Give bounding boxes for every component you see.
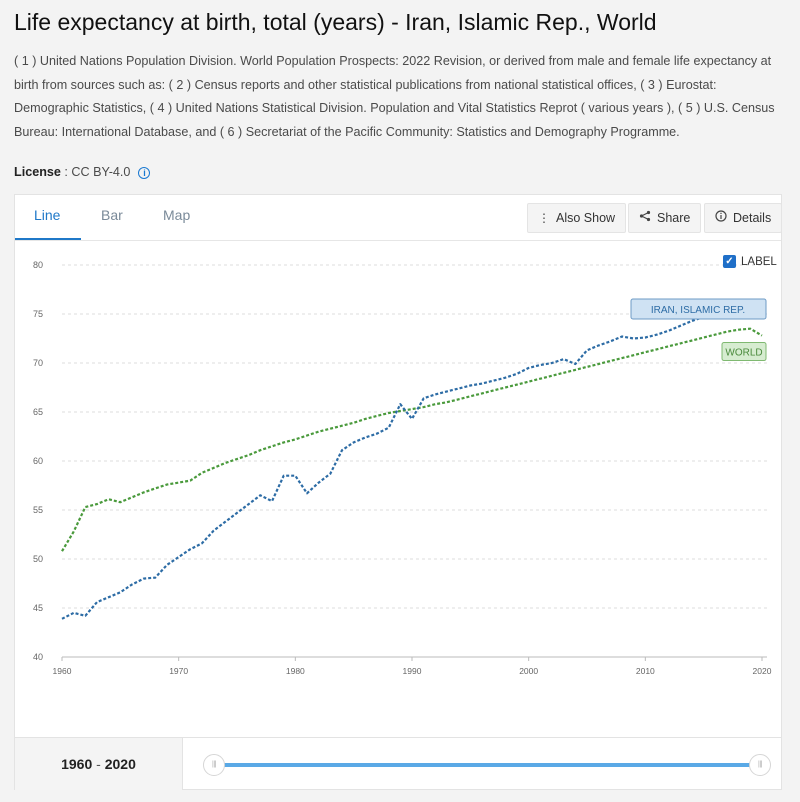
info-icon[interactable]: i bbox=[138, 167, 151, 179]
license-value: CC BY-4.0 bbox=[71, 165, 131, 179]
tab-map[interactable]: Map bbox=[163, 207, 191, 223]
iran-label-text: IRAN, ISLAMIC REP. bbox=[651, 305, 745, 316]
page-title: Life expectancy at birth, total (years) … bbox=[14, 9, 657, 35]
series-lines bbox=[61, 302, 763, 620]
vertical-dots-icon: ⋮ bbox=[538, 211, 550, 225]
range-start: 1960 bbox=[61, 756, 93, 772]
tab-bar[interactable]: Bar bbox=[101, 207, 123, 223]
y-tick-label: 70 bbox=[33, 358, 43, 368]
grid-lines bbox=[61, 264, 767, 661]
label-toggle-text: LABEL bbox=[741, 255, 777, 268]
tab-line[interactable]: Line bbox=[34, 207, 61, 223]
x-tick-label: 1980 bbox=[286, 666, 305, 676]
x-tick-label: 2020 bbox=[753, 666, 772, 676]
y-tick-label: 55 bbox=[33, 505, 43, 515]
x-tick-label: 2010 bbox=[636, 666, 655, 676]
x-tick-label: 1990 bbox=[403, 666, 422, 676]
y-tick-label: 80 bbox=[33, 260, 43, 270]
range-separator: - bbox=[92, 756, 105, 772]
range-start-handle[interactable]: ||| bbox=[203, 754, 225, 776]
license-label: License bbox=[14, 165, 61, 179]
range-footer: 1960 - 2020 ||| ||| bbox=[15, 737, 781, 790]
y-tick-labels: 40 45 50 55 60 65 70 75 80 bbox=[33, 260, 43, 662]
license-separator: : bbox=[60, 165, 72, 179]
x-tick-label: 1970 bbox=[169, 666, 188, 676]
active-tab-indicator bbox=[15, 238, 81, 240]
series-line-world bbox=[61, 327, 763, 552]
share-icon bbox=[639, 204, 651, 232]
world-label-text: WORLD bbox=[725, 348, 762, 359]
line-chart: 40 45 50 55 60 65 70 75 80 1960 1970 1980 1990 2000 2… bbox=[33, 260, 772, 676]
year-range: 1960 - 2020 bbox=[15, 738, 183, 790]
info-icon bbox=[715, 204, 727, 232]
y-tick-label: 40 bbox=[33, 652, 43, 662]
also-show-button[interactable]: ⋮ Also Show bbox=[527, 203, 627, 233]
details-button[interactable]: Details bbox=[704, 203, 783, 233]
details-label: Details bbox=[733, 211, 772, 225]
label-checkbox[interactable]: ✓ bbox=[723, 255, 736, 268]
series-line-iran bbox=[61, 302, 763, 620]
y-tick-label: 60 bbox=[33, 456, 43, 466]
source-notes: ( 1 ) United Nations Population Division… bbox=[14, 54, 775, 139]
y-tick-label: 65 bbox=[33, 407, 43, 417]
series-labels: IRAN, ISLAMIC REP. WORLD bbox=[630, 298, 767, 362]
range-slider-track[interactable] bbox=[219, 763, 763, 767]
also-show-label: Also Show bbox=[556, 211, 616, 225]
iran-label-box bbox=[630, 298, 767, 320]
range-end-handle[interactable]: ||| bbox=[749, 754, 771, 776]
chart-panel: Line Bar Map ⋮ Also Show Share Details 40… bbox=[14, 194, 783, 790]
label-toggle[interactable]: ✓ LABEL bbox=[723, 255, 777, 268]
y-tick-label: 75 bbox=[33, 309, 43, 319]
x-tick-label: 2000 bbox=[519, 666, 538, 676]
y-tick-label: 45 bbox=[33, 603, 43, 613]
share-label: Share bbox=[657, 211, 691, 225]
x-tick-label: 1960 bbox=[53, 666, 72, 676]
range-end: 2020 bbox=[104, 756, 136, 772]
license-line: License : CC BY-4.0 i bbox=[14, 162, 151, 182]
x-tick-labels: 1960 1970 1980 1990 2000 2010 2020 bbox=[53, 666, 772, 676]
share-button[interactable]: Share bbox=[628, 203, 702, 233]
tabs-divider bbox=[15, 240, 781, 241]
chart-area: 40 45 50 55 60 65 70 75 80 1960 1970 1980 1990 2000 2… bbox=[15, 241, 781, 731]
world-label-box bbox=[721, 342, 767, 362]
y-tick-label: 50 bbox=[33, 554, 43, 564]
